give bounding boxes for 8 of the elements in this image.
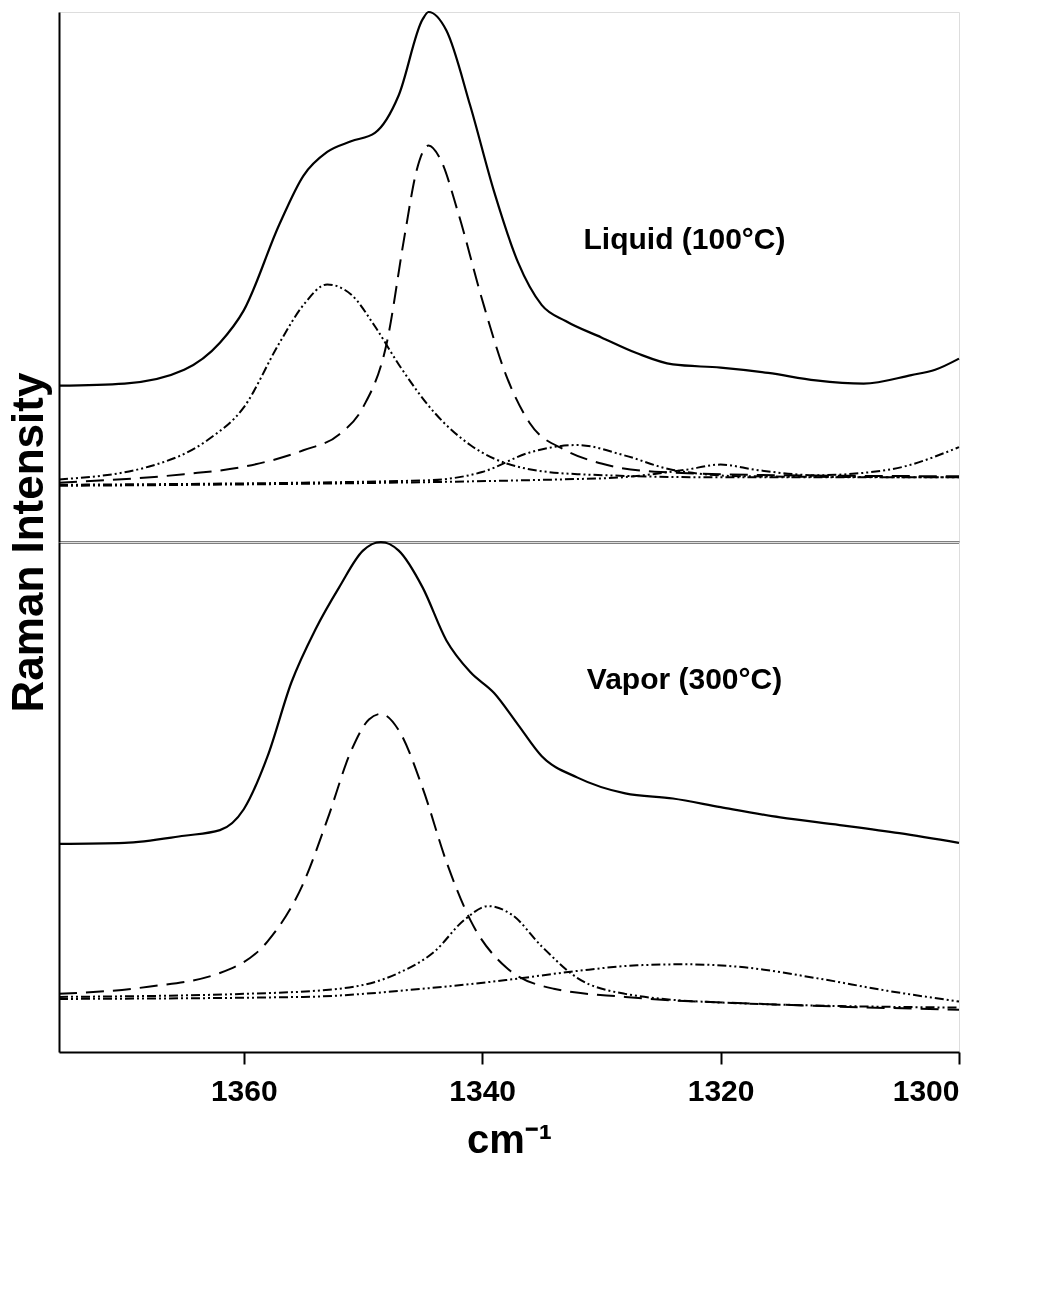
y-axis-title: Raman Intensity — [2, 372, 52, 713]
x-tick-label: 1320 — [687, 1073, 755, 1107]
annotation: Vapor (300°C) — [586, 661, 783, 695]
x-tick-label: 1360 — [210, 1073, 278, 1107]
x-tick-label: 1300 — [892, 1073, 960, 1107]
x-tick-label: 1340 — [449, 1073, 517, 1107]
x-axis-title: cm⁻¹ — [466, 1116, 553, 1161]
annotation: Liquid (100°C) — [583, 221, 786, 255]
